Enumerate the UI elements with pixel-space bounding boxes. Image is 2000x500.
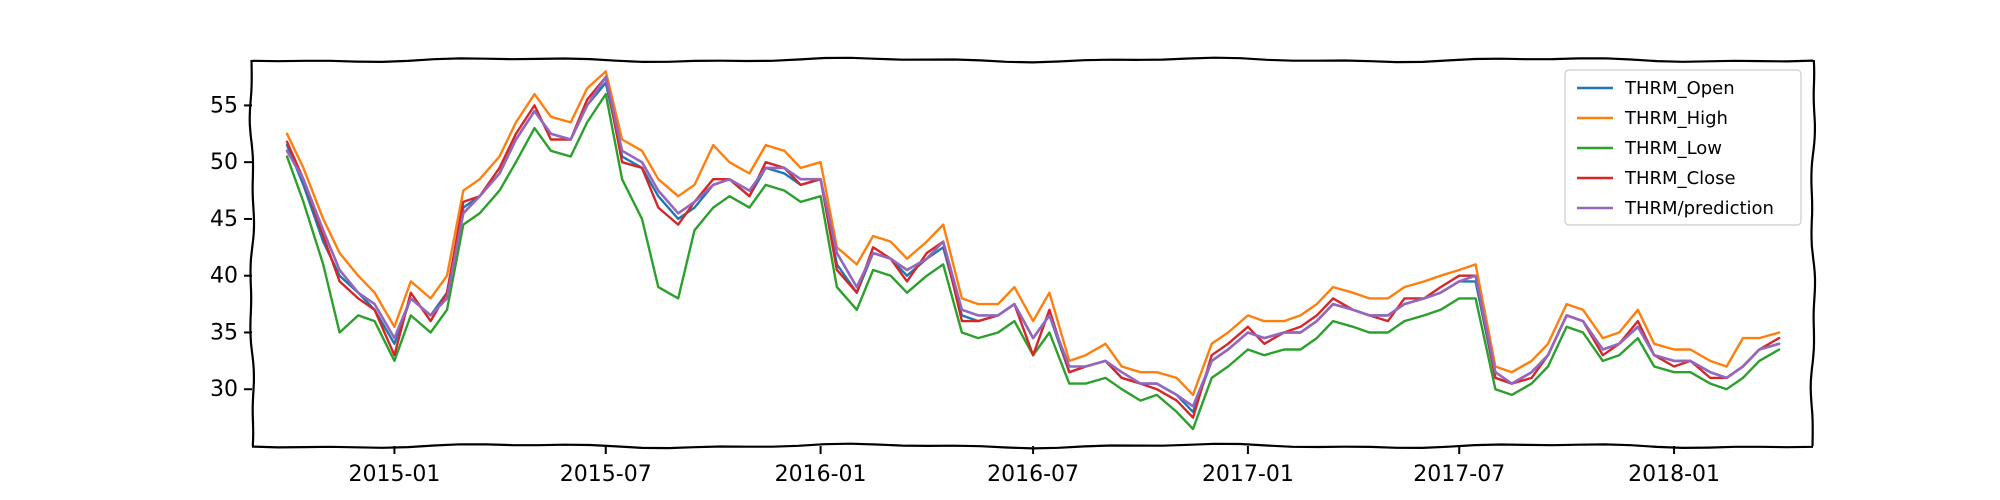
series-line-thrm-high [285, 70, 1781, 397]
legend-label: THRM/prediction [1624, 198, 1774, 219]
plot-frame [248, 56, 1817, 450]
x-tick-label: 2017-01 [1202, 462, 1294, 487]
series-line-thrm-prediction [285, 75, 1781, 408]
y-tick-label: 30 [210, 377, 238, 402]
x-tick-label: 2017-07 [1413, 462, 1505, 487]
y-tick-label: 55 [210, 93, 238, 118]
y-tick-label: 40 [210, 264, 238, 289]
legend-label: THRM_High [1624, 108, 1728, 129]
y-tick-label: 50 [210, 150, 238, 175]
legend-label: THRM_Close [1624, 168, 1736, 189]
legend: THRM_Open THRM_High THRM_Low THRM_Close THRM… [1564, 69, 1802, 226]
series-line-thrm-close [285, 75, 1781, 419]
series-layer [285, 70, 1781, 431]
legend-label: THRM_Low [1624, 138, 1722, 159]
y-tick-label: 35 [210, 320, 238, 345]
x-axis: 2015-01 2015-07 2016-01 2016-07 2017-01 2017-… [348, 446, 1720, 487]
y-axis: 30 35 40 45 50 55 [210, 93, 252, 402]
legend-box [1564, 69, 1802, 226]
legend-label: THRM_Open [1624, 78, 1735, 99]
x-tick-label: 2018-01 [1628, 462, 1720, 487]
x-tick-label: 2015-01 [348, 462, 440, 487]
x-tick-label: 2016-07 [987, 462, 1079, 487]
x-tick-label: 2016-01 [775, 462, 867, 487]
x-tick-label: 2015-07 [560, 462, 652, 487]
y-tick-label: 45 [210, 207, 238, 232]
